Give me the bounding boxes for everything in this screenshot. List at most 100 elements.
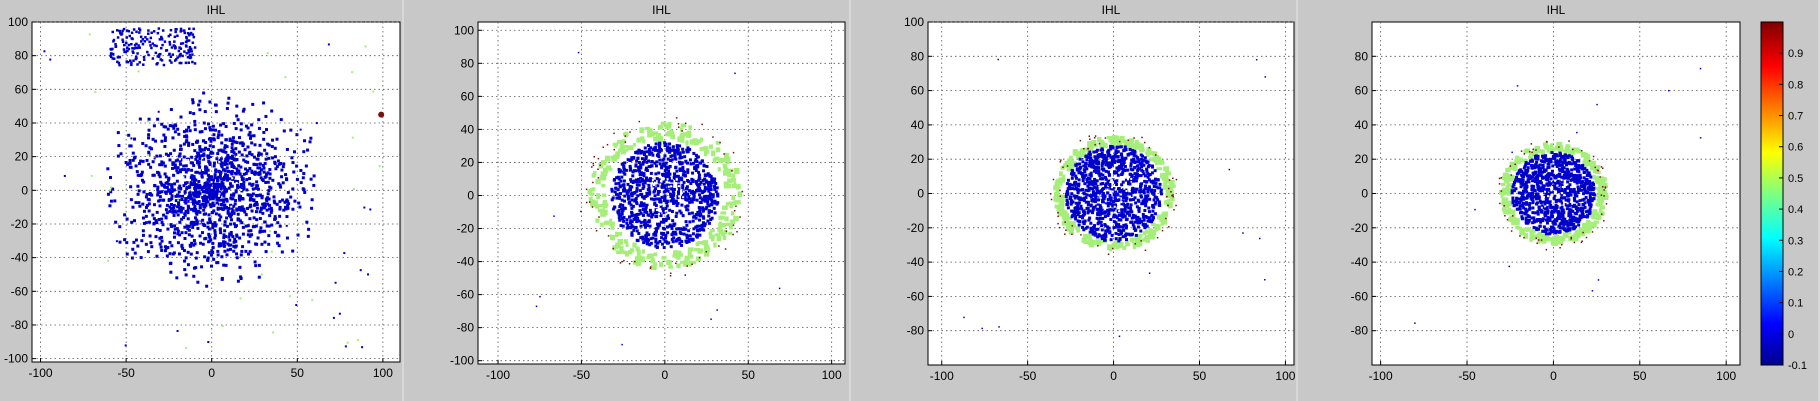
data-point-ring [1573, 232, 1579, 237]
data-point [219, 242, 223, 246]
data-point [223, 240, 227, 244]
data-point [666, 172, 670, 176]
data-point [160, 160, 164, 164]
data-point [230, 162, 234, 166]
data-point-edge [1172, 177, 1174, 180]
data-point [167, 178, 171, 182]
data-point-ring [1558, 240, 1563, 245]
data-point-ring [632, 242, 637, 248]
data-point [172, 173, 176, 177]
data-point [1083, 182, 1087, 186]
data-point-ring [616, 232, 623, 236]
data-point [1096, 203, 1100, 207]
data-point [158, 242, 162, 246]
data-point-ring [1515, 225, 1520, 230]
data-point [689, 199, 693, 203]
data-point [637, 231, 641, 235]
data-point [656, 226, 660, 230]
data-point [197, 184, 201, 188]
data-point [200, 265, 204, 269]
data-point [620, 198, 624, 202]
data-point [698, 161, 702, 165]
data-point-ring [665, 132, 671, 137]
data-point [273, 215, 277, 219]
data-point [1134, 190, 1138, 194]
data-point [661, 207, 665, 211]
data-point-edge [1511, 215, 1514, 217]
data-point [1108, 230, 1112, 234]
data-point [184, 256, 188, 260]
data-point-ring [601, 184, 606, 188]
data-point [255, 193, 259, 197]
data-point [1094, 170, 1098, 174]
data-point [215, 202, 219, 206]
data-point [289, 195, 293, 199]
data-point-ring [719, 157, 726, 163]
data-point [156, 117, 160, 121]
data-point [276, 241, 280, 245]
data-point [137, 44, 140, 47]
data-point-ring [632, 142, 636, 147]
data-point [198, 192, 202, 196]
data-point [697, 178, 701, 182]
data-point-ring [727, 170, 732, 176]
data-point-edge [585, 201, 588, 204]
data-point-edge [741, 190, 744, 193]
data-point [1139, 162, 1143, 166]
data-point-gap [1110, 186, 1113, 189]
data-point [171, 53, 175, 56]
data-point-stray [539, 295, 541, 298]
data-point [1099, 220, 1103, 224]
data-point-gap [658, 213, 661, 216]
data-point [147, 133, 151, 137]
data-point [182, 142, 186, 146]
data-point-gap [666, 178, 669, 181]
data-point-edge [602, 146, 605, 149]
data-point [142, 221, 146, 225]
data-point [239, 165, 243, 169]
data-point [162, 183, 166, 187]
data-point [218, 190, 222, 194]
data-point [291, 187, 295, 191]
data-point-ring [1529, 236, 1533, 242]
data-point [211, 245, 215, 249]
data-point-stray [43, 50, 46, 53]
data-point [262, 166, 266, 170]
data-point [1122, 160, 1126, 164]
data-point [266, 202, 270, 206]
data-point-gap [210, 181, 213, 184]
data-point [204, 140, 208, 144]
data-point [125, 60, 128, 63]
data-point-ring [1119, 140, 1123, 145]
data-point [129, 144, 133, 148]
data-point [1143, 187, 1147, 191]
data-point [137, 189, 141, 193]
data-point [1120, 155, 1124, 159]
data-point [250, 169, 254, 173]
data-point [131, 158, 135, 162]
data-point-edge [634, 260, 636, 263]
data-point [1106, 170, 1110, 174]
data-point-stray [167, 198, 170, 201]
data-point [237, 197, 241, 201]
data-point [1136, 215, 1140, 219]
data-point [674, 174, 678, 178]
data-point-ring [1126, 142, 1131, 149]
data-point [213, 230, 217, 234]
data-point [173, 59, 177, 62]
data-point [183, 181, 187, 185]
data-point [1098, 234, 1102, 238]
data-point [1140, 182, 1144, 186]
data-point [1080, 198, 1084, 202]
data-point [141, 202, 145, 206]
data-point [1089, 171, 1093, 175]
data-point [248, 130, 252, 134]
data-point [1114, 149, 1118, 153]
data-point [218, 227, 222, 231]
data-point [112, 57, 116, 60]
data-point-ring [731, 173, 735, 178]
data-point [677, 183, 681, 187]
data-point [665, 172, 669, 176]
data-point [218, 159, 222, 163]
data-point-ring [1537, 232, 1543, 236]
